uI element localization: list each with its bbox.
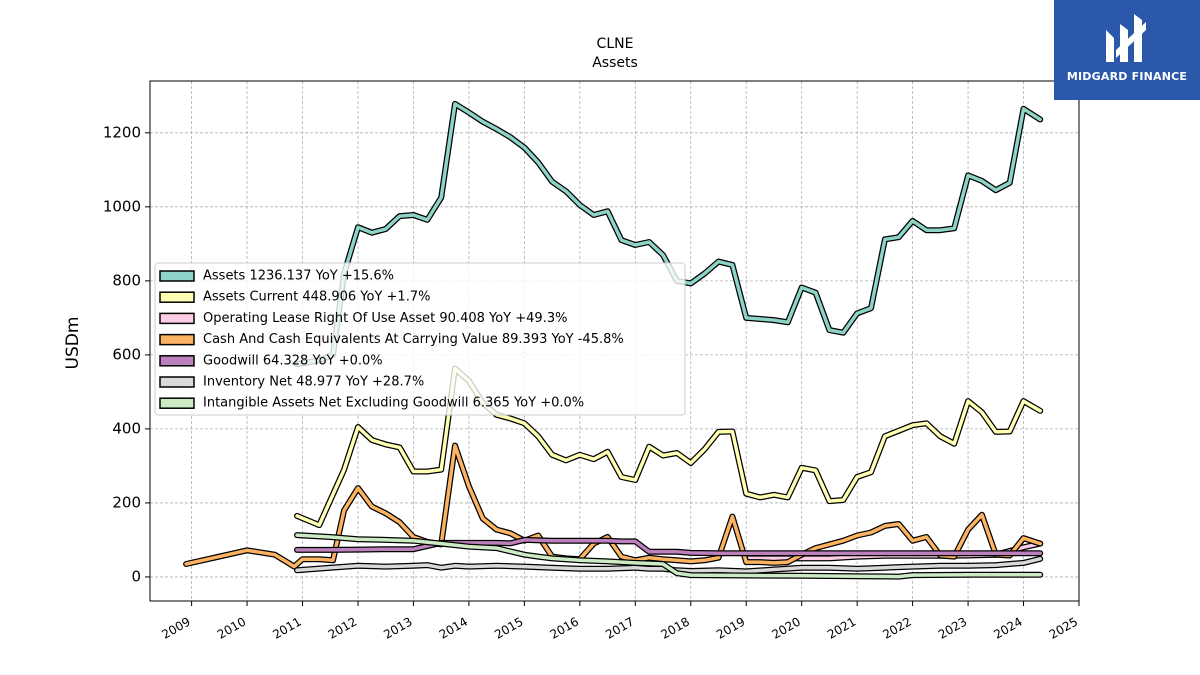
legend-entry: Goodwill 64.328 YoY +0.0% xyxy=(203,353,383,368)
x-axis-ticks: 2009 2010 2011 2012 2013 2014 2015 2016 2017 2018… xyxy=(159,601,1080,642)
legend: Assets 1236.137 YoY +15.6% Assets Current… xyxy=(154,262,686,416)
y-tick-label: 600 xyxy=(112,345,141,363)
series-lines xyxy=(183,100,1044,580)
x-tick-label: 2017 xyxy=(603,615,636,642)
chart-title: CLNE xyxy=(597,36,634,52)
chart-subtitle: Assets xyxy=(592,55,638,71)
legend-entry: Assets Current 448.906 YoY +1.7% xyxy=(203,290,430,305)
x-tick-label: 2010 xyxy=(215,615,248,642)
x-tick-label: 2021 xyxy=(825,615,858,642)
y-axis-label: USDm xyxy=(63,317,83,370)
plot-frame xyxy=(149,80,1080,602)
x-tick-label: 2023 xyxy=(936,615,969,642)
legend-swatch xyxy=(159,291,195,303)
legend-swatch xyxy=(159,376,195,388)
legend-entry: Inventory Net 48.977 YoY +28.7% xyxy=(203,375,424,390)
series-line-cash-and-cash-equivalents-at-carrying-value xyxy=(184,443,1042,569)
y-tick-label: 200 xyxy=(112,493,141,511)
x-tick-label: 2020 xyxy=(769,615,802,642)
midgard-logo-icon xyxy=(1106,14,1146,62)
x-tick-label: 2013 xyxy=(381,615,414,642)
x-tick-label: 2016 xyxy=(548,615,581,642)
legend-entry: Intangible Assets Net Excluding Goodwill… xyxy=(203,396,584,411)
x-tick-label: 2012 xyxy=(326,615,359,642)
y-tick-label: 0 xyxy=(131,567,141,585)
legend-swatch xyxy=(159,397,195,409)
legend-swatch xyxy=(159,312,195,325)
x-tick-label: 2019 xyxy=(714,615,747,642)
x-tick-label: 2018 xyxy=(659,615,692,642)
legend-entry: Operating Lease Right Of Use Asset 90.40… xyxy=(203,311,567,326)
series-line-assets-current xyxy=(295,366,1042,527)
x-tick-label: 2009 xyxy=(159,615,192,642)
series-line-intangible-assets-net-excluding-goodwill xyxy=(295,533,1042,579)
series-line-goodwill xyxy=(295,538,1042,556)
legend-swatch xyxy=(159,270,195,282)
x-tick-label: 2022 xyxy=(880,615,913,642)
legend-entry: Assets 1236.137 YoY +15.6% xyxy=(203,269,394,284)
y-tick-label: 1200 xyxy=(103,123,141,141)
series-line-inventory-net xyxy=(295,557,1042,574)
y-tick-label: 1000 xyxy=(103,197,141,215)
brand-logo: MIDGARD FINANCE xyxy=(1054,0,1200,100)
x-tick-label: 2014 xyxy=(437,615,470,642)
legend-entry: Cash And Cash Equivalents At Carrying Va… xyxy=(203,332,624,347)
x-tick-label: 2024 xyxy=(991,615,1024,642)
legend-swatch xyxy=(159,355,195,367)
y-axis-ticks: 0 200 400 600 800 1000 1200 xyxy=(103,123,150,585)
x-tick-label: 2011 xyxy=(270,615,303,642)
y-tick-label: 800 xyxy=(112,271,141,289)
legend-box xyxy=(154,262,686,416)
brand-name: MIDGARD FINANCE xyxy=(1066,70,1188,83)
legend-swatch xyxy=(159,333,195,346)
x-tick-label: 2015 xyxy=(492,615,525,642)
x-tick-label: 2025 xyxy=(1047,615,1080,642)
y-tick-label: 400 xyxy=(112,419,141,437)
